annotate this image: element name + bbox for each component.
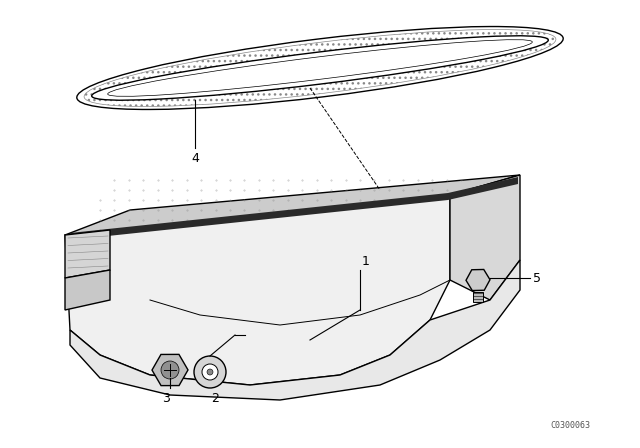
Polygon shape bbox=[450, 175, 520, 300]
Circle shape bbox=[161, 361, 179, 379]
Ellipse shape bbox=[77, 26, 563, 109]
Text: 4: 4 bbox=[191, 151, 199, 164]
Text: 5: 5 bbox=[533, 271, 541, 284]
Polygon shape bbox=[473, 292, 483, 302]
Text: 1: 1 bbox=[362, 255, 370, 268]
Text: C0300063: C0300063 bbox=[550, 421, 590, 430]
Polygon shape bbox=[65, 195, 450, 385]
Ellipse shape bbox=[108, 40, 532, 96]
Text: 2: 2 bbox=[211, 392, 219, 405]
Circle shape bbox=[194, 356, 226, 388]
Polygon shape bbox=[65, 230, 110, 278]
Polygon shape bbox=[65, 175, 520, 235]
Circle shape bbox=[207, 369, 213, 375]
Polygon shape bbox=[70, 260, 520, 400]
Circle shape bbox=[202, 364, 218, 380]
Polygon shape bbox=[448, 177, 518, 200]
Text: 3: 3 bbox=[162, 392, 170, 405]
Polygon shape bbox=[70, 193, 448, 240]
Polygon shape bbox=[65, 270, 110, 310]
Ellipse shape bbox=[92, 36, 548, 100]
